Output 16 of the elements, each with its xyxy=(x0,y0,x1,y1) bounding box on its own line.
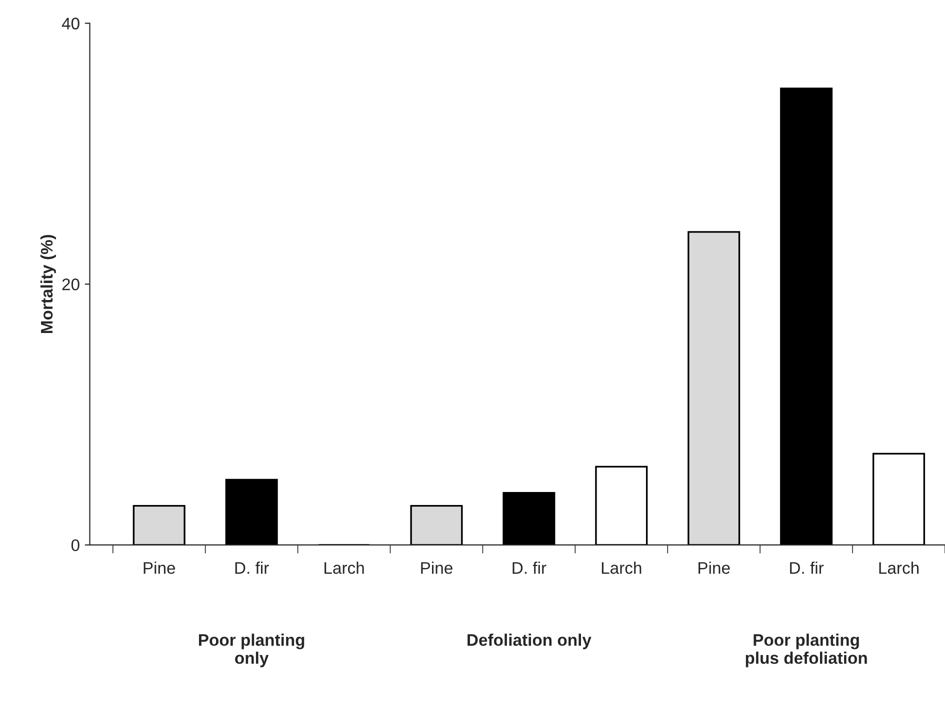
x-tick-label: Larch xyxy=(324,562,364,574)
y-tick-label: 20 xyxy=(62,278,80,290)
x-tick-label: Larch xyxy=(879,562,919,574)
x-tick-label: D. fir xyxy=(512,562,546,574)
x-tick-label: D. fir xyxy=(235,562,269,574)
y-tick-label: 40 xyxy=(62,18,80,30)
text: Poor planting only xyxy=(198,634,304,668)
text: Defoliation only xyxy=(468,634,592,650)
text: Poor planting plus defoliation xyxy=(746,634,867,668)
x-tick-label: Larch xyxy=(602,562,642,574)
y-axis-title: Mortality (%) xyxy=(40,234,56,333)
x-tick-label: Pine xyxy=(698,562,730,574)
x-tick-label: Pine xyxy=(421,562,452,574)
x-tick-label: Pine xyxy=(144,562,176,574)
x-tick-label: D. fir xyxy=(790,562,824,574)
y-tick-label: 0 xyxy=(71,539,80,552)
